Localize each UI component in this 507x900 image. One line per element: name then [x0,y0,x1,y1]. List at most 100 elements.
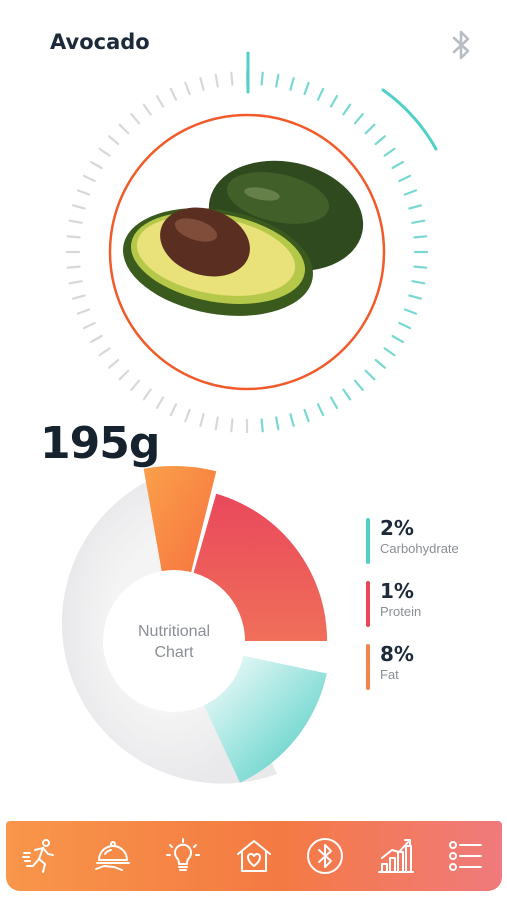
avocado-image [123,160,364,316]
food-tray-icon [95,841,131,871]
dial-tick [71,294,86,300]
dial-tick [408,204,422,210]
dial-tick [260,71,264,86]
dial-tick [76,189,91,196]
dial-tick [142,388,152,401]
dial-tick [230,71,234,86]
dial-tick [353,379,364,391]
nav-menu[interactable] [443,833,489,879]
dial-tick [214,416,219,431]
nutritional-chart: Nutritional Chart [61,466,328,784]
bluetooth-icon [306,838,343,874]
legend-label-carbohydrate: Carbohydrate [380,541,459,556]
dial-tick [66,235,81,239]
dial-tick [383,147,396,157]
page-title: Avocado [50,30,150,54]
nav-statistics[interactable] [373,833,419,879]
bluetooth-icon[interactable] [446,28,476,62]
dial-tick [413,235,428,239]
dial-tick [214,73,219,88]
dial-tick [89,334,103,344]
chart-center-label-2: Chart [154,644,194,661]
dial-tick [82,321,96,330]
dial-tick [411,219,426,224]
dial-tick [155,396,165,409]
legend-label-fat: Fat [380,667,399,682]
nav-tips[interactable] [160,833,206,879]
legend-item-fat: 8% Fat [366,642,506,692]
dial-tick [130,379,141,391]
dial-tick [184,408,191,423]
legend-value-protein: 1% [380,579,414,603]
dial-tick [230,418,234,433]
legend-label-protein: Protein [380,604,422,619]
dial-tick [289,76,295,91]
legend-bar-fat [366,644,370,690]
dial-tick [342,388,352,401]
dial-tick [130,112,141,125]
nav-bluetooth[interactable] [302,833,348,879]
legend-bar-carbohydrate [366,518,370,564]
dial-tick [383,347,396,357]
dial-tick [199,76,205,91]
dial-tick [374,135,386,146]
dial-tick [107,358,120,369]
chart-legend: 2% Carbohydrate 1% Protein 8% Fat [366,516,506,705]
bottom-nav [6,821,502,891]
dial-tick [169,87,178,101]
dial-tick [184,81,191,96]
dial-tick [82,174,96,183]
nav-activity[interactable] [18,833,64,879]
dial-tick [107,135,120,146]
dial-tick [89,160,103,170]
dial-tick [289,413,295,427]
dial-tick [316,403,325,417]
legend-item-carbohydrate: 2% Carbohydrate [366,516,506,566]
dial-tick [364,369,376,381]
list-icon [449,841,483,871]
legend-value-fat: 8% [380,642,414,666]
chart-icon [377,839,414,873]
dial-tick [353,112,364,125]
dial-tick [411,280,426,285]
dial-tick [71,204,86,210]
dial-tick [68,219,83,224]
chart-center-label-1: Nutritional [138,623,210,640]
dial-tick [118,123,130,135]
progress-arc [381,88,438,151]
dial-tick [316,87,325,101]
dial-tick [76,308,91,315]
dial-tick [118,369,130,381]
dial-tick [155,94,165,108]
nav-meals[interactable] [89,833,135,879]
dial-tick [68,280,83,285]
dial-tick [398,174,412,183]
dial-tick [98,147,111,157]
food-dial [65,51,438,434]
dial-tick [391,334,404,344]
dial-tick [199,413,205,427]
heart-home-icon [236,840,271,872]
lightbulb-icon [166,838,201,871]
legend-value-carbohydrate: 2% [380,516,414,540]
dial-tick [413,265,428,269]
dial-ring [108,113,386,391]
dial-tick [403,189,418,196]
running-icon [22,839,55,873]
chart-slice-fat [143,466,217,580]
dial-tick [398,321,412,330]
dial-ticks [65,70,429,434]
dial-tick [169,403,178,417]
nav-health[interactable] [231,833,277,879]
dial-tick [142,103,152,116]
dial-tick [275,73,280,88]
dial-tick [329,94,339,108]
dial-tick [98,347,111,357]
dial-tick [275,416,280,431]
dial-tick [342,103,352,116]
chart-center [103,570,245,712]
dial-tick [403,308,418,315]
dial-tick [364,123,376,135]
food-weight: 195g [40,418,160,469]
dial-tick [260,418,264,433]
